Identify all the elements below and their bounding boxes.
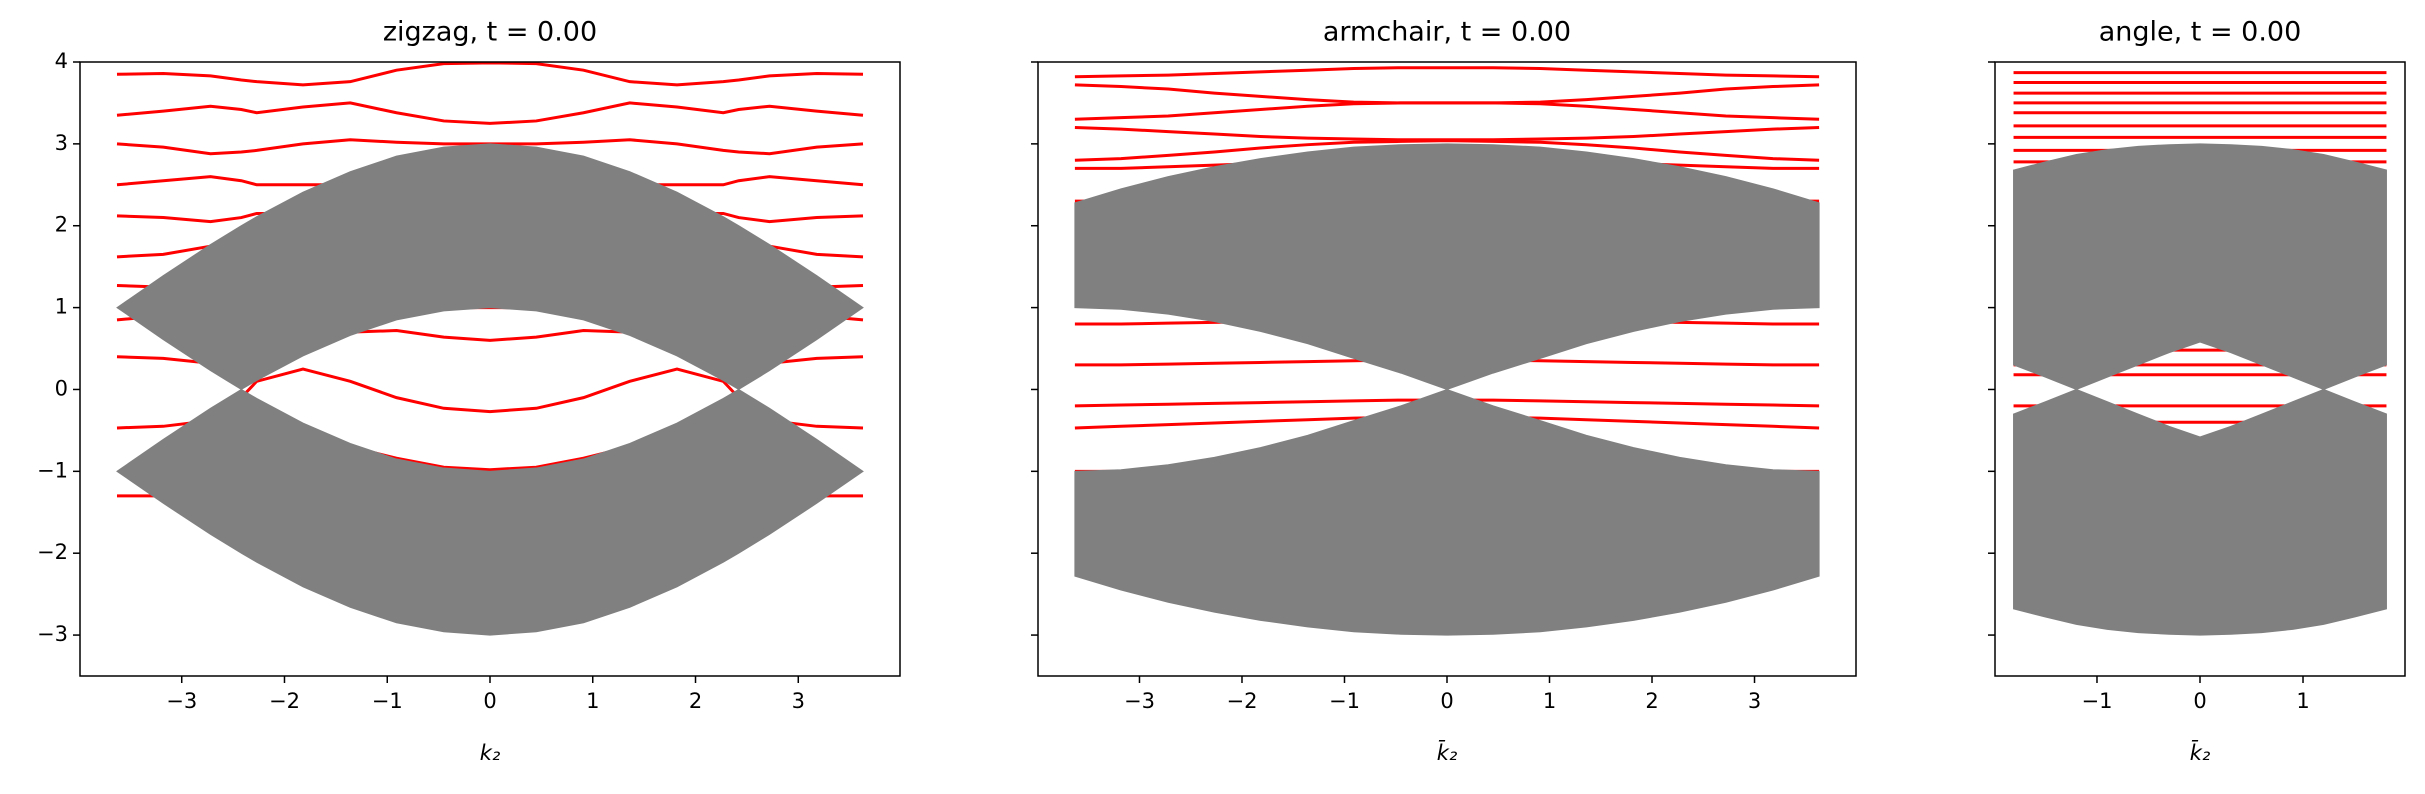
x-tick-label: −2: [269, 689, 300, 713]
edge-state-line: [1074, 66, 1820, 79]
y-tick-label: −3: [37, 622, 68, 646]
x-tick-label: −3: [166, 689, 197, 713]
x-tick-label: −1: [372, 689, 403, 713]
x-tick-label: −1: [2082, 689, 2113, 713]
x-tick-label: −2: [1227, 689, 1258, 713]
plot-area: [116, 62, 864, 636]
panel: −1 0 1 angle, t = 0.00 k̄₂: [1988, 17, 2406, 765]
panel: −3 −2 −1 0 1 2 3 −3 −2 −1 0 1 2 3 4 zigzag, t = 0.00 k₂: [37, 17, 901, 765]
bulk-band: [116, 388, 864, 636]
x-tick-label: 0: [483, 689, 496, 713]
y-tick-label: 3: [55, 131, 68, 155]
x-tick-label: 3: [792, 689, 805, 713]
bulk-band: [2013, 388, 2387, 636]
x-tick-label: 1: [586, 689, 599, 713]
x-axis-label: k̄₂: [1437, 740, 1458, 765]
x-tick-label: 1: [2296, 689, 2309, 713]
bulk-band: [2013, 143, 2387, 391]
plot-area: [1074, 66, 1820, 636]
x-axis-label: k̄₂: [2190, 740, 2211, 765]
chart-title: angle, t = 0.00: [2099, 17, 2302, 48]
bulk-band: [116, 143, 864, 391]
x-tick-label: −3: [1124, 689, 1155, 713]
y-tick-label: 1: [55, 295, 68, 319]
y-tick-label: −2: [37, 540, 68, 564]
x-tick-label: −1: [1329, 689, 1360, 713]
edge-state-line: [1074, 125, 1820, 142]
x-tick-label: 0: [2193, 689, 2206, 713]
y-tick-label: 2: [55, 213, 68, 237]
edge-state-line: [116, 62, 864, 87]
edge-state-line: [1074, 83, 1820, 105]
plot-area: [2013, 71, 2387, 636]
bulk-band: [1074, 388, 1820, 636]
x-tick-label: 2: [1645, 689, 1658, 713]
chart-title: armchair, t = 0.00: [1323, 17, 1571, 48]
x-axis-label: k₂: [480, 741, 501, 765]
y-tick-label: −1: [37, 458, 68, 482]
panel: −3 −2 −1 0 1 2 3 armchair, t = 0.00 k̄₂: [1031, 17, 1857, 765]
edge-state-line: [1074, 139, 1820, 162]
y-tick-label: 0: [55, 376, 68, 400]
x-tick-label: 2: [689, 689, 702, 713]
y-tick-label: 4: [55, 49, 68, 73]
x-tick-label: 0: [1440, 689, 1453, 713]
x-tick-label: 1: [1543, 689, 1556, 713]
chart-title: zigzag, t = 0.00: [383, 17, 597, 48]
bulk-band: [1074, 143, 1820, 391]
x-tick-label: 3: [1748, 689, 1761, 713]
edge-state-line: [116, 101, 864, 125]
edge-state-line: [1074, 101, 1820, 121]
